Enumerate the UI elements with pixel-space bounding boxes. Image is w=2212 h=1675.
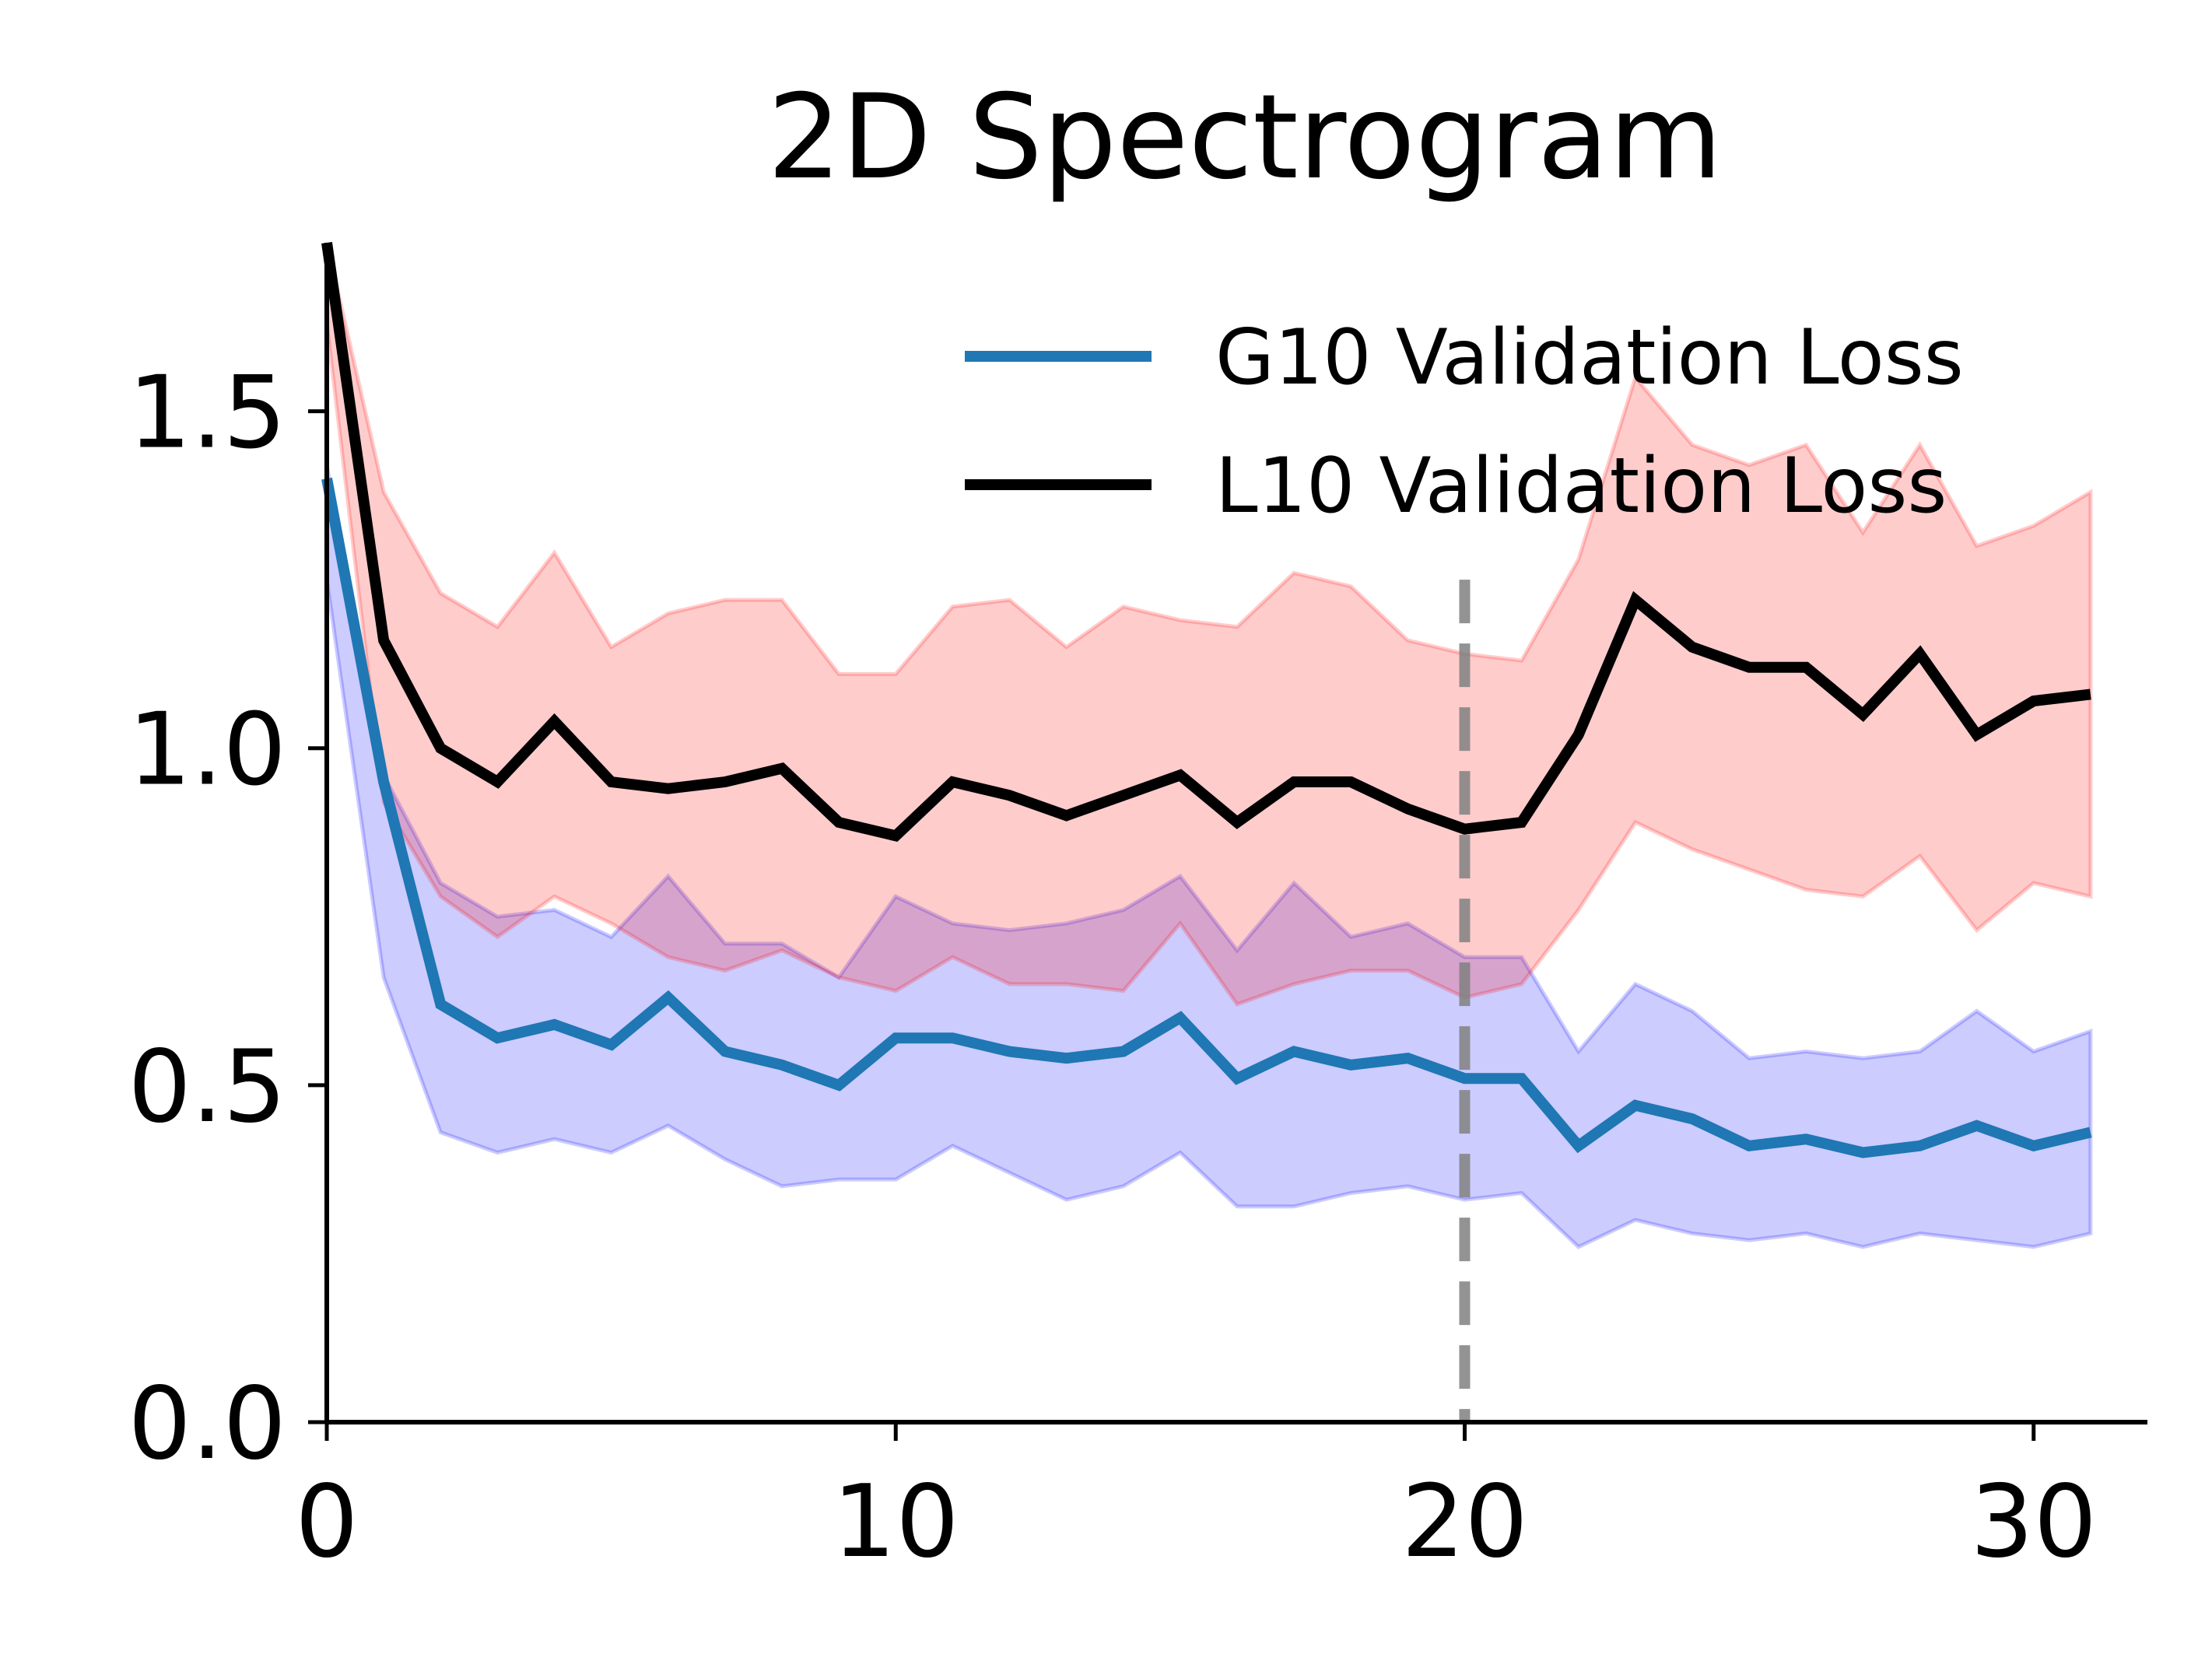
x-tick-label: 20: [1401, 1464, 1528, 1580]
y-tick-label: 0.5: [128, 1029, 286, 1145]
chart-title: 2D Spectrogram: [767, 70, 1723, 205]
y-tick-label: 1.0: [128, 692, 286, 808]
g10-validation-loss-band: [324, 464, 2093, 1249]
l10-validation-loss-legend-label: L10 Validation Loss: [1215, 442, 1947, 531]
x-tick-label: 30: [1970, 1464, 2097, 1580]
l10-validation-loss-band: [324, 242, 2093, 1007]
y-tick-label: 1.5: [128, 356, 286, 471]
l10-validation-loss-line: [321, 242, 2091, 843]
x-tick-label: 10: [833, 1464, 959, 1580]
g10-validation-loss-legend-label: G10 Validation Loss: [1215, 314, 1964, 402]
g10-validation-loss-line: [321, 477, 2092, 1158]
series-lines: [321, 242, 2092, 1158]
axes: 0 10 20 30 0.0 0.5 1.0 1.5: [128, 243, 2147, 1580]
confidence-bands: [324, 242, 2093, 1249]
legend: G10 Validation Loss L10 Validation Loss: [965, 314, 1964, 531]
y-tick-label: 0.0: [128, 1366, 286, 1482]
x-tick-label: 0: [295, 1464, 358, 1580]
